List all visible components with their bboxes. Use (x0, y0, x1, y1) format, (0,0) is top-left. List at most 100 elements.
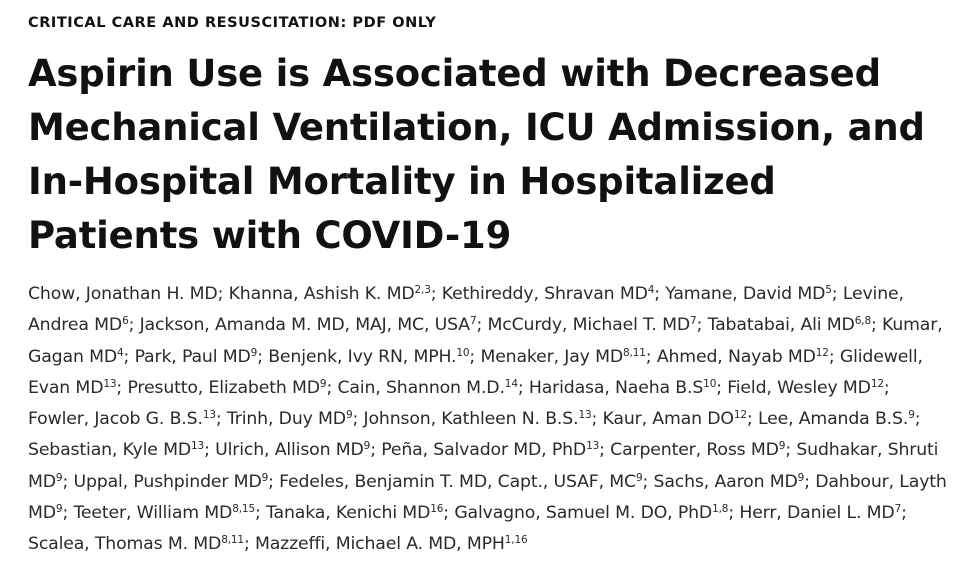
author-name: Mazzeffi, Michael A. MD, MPH1,16 (255, 534, 528, 554)
author-name-text: Khanna, Ashish K. MD (228, 284, 415, 304)
author-affiliation: 9 (250, 346, 258, 359)
author-affiliation: 9 (908, 409, 915, 422)
author-name: Trinh, Duy MD9 (227, 409, 353, 429)
author-name: Sachs, Aaron MD9 (654, 472, 805, 492)
author-name: Benjenk, Ivy RN, MPH.10 (268, 347, 469, 367)
author-affiliation: 10 (456, 346, 470, 359)
author-affiliation: 10 (703, 377, 717, 390)
author-name-text: Benjenk, Ivy RN, MPH. (268, 346, 457, 367)
article-title: Aspirin Use is Associated with Decreased… (28, 52, 925, 257)
author-name-text: Fedeles, Benjamin T. MD, Capt., USAF, MC (279, 471, 636, 492)
author-affiliation: 9 (345, 409, 353, 422)
author-name-text: Yamane, David MD (665, 284, 826, 304)
author-name-text: Tabatabai, Ali MD (707, 315, 855, 336)
author-list: Chow, Jonathan H. MD; Khanna, Ashish K. … (28, 284, 947, 555)
article-header: CRITICAL CARE AND RESUSCITATION: PDF ONL… (28, 0, 953, 561)
author-name: Khanna, Ashish K. MD2,3 (229, 284, 431, 304)
author-affiliation: 4 (647, 284, 655, 296)
author-name-text: Scalea, Thomas M. MD (28, 534, 222, 555)
author-name-text: Park, Paul MD (134, 346, 251, 367)
author-affiliation: 7 (469, 315, 477, 328)
author-affiliation: 7 (690, 315, 697, 328)
author-name-text: McCurdy, Michael T. MD (487, 315, 691, 336)
author-affiliation: 12 (733, 409, 747, 422)
author-name: Park, Paul MD9 (135, 347, 258, 367)
author-name: Haridasa, Naeha B.S10 (528, 377, 717, 398)
author-name: McCurdy, Michael T. MD7 (488, 315, 697, 335)
author-name: Glidewell, Evan MD13 (28, 347, 923, 398)
author-name-text: Sudhakar, Shruti MD (28, 440, 939, 492)
author-name-text: Tanaka, Kenichi MD (266, 503, 431, 524)
author-name-text: Cain, Shannon M.D. (337, 377, 505, 398)
author-name: Tabatabai, Ali MD6,8 (707, 315, 872, 336)
author-affiliation: 8,11 (221, 534, 244, 547)
author-affiliation: 9 (363, 440, 371, 453)
author-affiliation: 14 (504, 377, 518, 390)
author-name-text: Sebastian, Kyle MD (28, 440, 192, 461)
author-affiliation: 12 (870, 377, 884, 390)
section-label: CRITICAL CARE AND RESUSCITATION: PDF ONL… (28, 15, 437, 31)
author-name-text: Jackson, Amanda M. MD, MAJ, MC, USA (139, 315, 471, 336)
author-name-text: Galvagno, Samuel M. DO, PhD (454, 503, 713, 524)
author-name-text: Dahbour, Layth MD (28, 471, 947, 524)
author-name: Uppal, Pushpinder MD9 (73, 472, 268, 492)
author-name-text: Sachs, Aaron MD (653, 471, 798, 492)
author-name: Kethireddy, Shravan MD4 (442, 284, 655, 304)
author-affiliation: 4 (117, 346, 124, 359)
author-name-text: Presutto, Elizabeth MD (127, 377, 320, 398)
author-name: Lee, Amanda B.S.9 (758, 409, 915, 429)
author-name-text: Kumar, Gagan MD (28, 315, 943, 367)
author-affiliation: 8,15 (232, 503, 255, 516)
author-affiliation: 1,16 (504, 534, 528, 547)
author-name: Galvagno, Samuel M. DO, PhD1,8 (454, 503, 728, 523)
author-name: Ahmed, Nayab MD12 (657, 347, 829, 367)
author-name-text: Levine, Andrea MD (28, 284, 904, 336)
author-name-text: Kaur, Aman DO (602, 409, 734, 430)
author-affiliation: 16 (430, 503, 444, 516)
author-name-text: Ulrich, Allison MD (215, 440, 364, 461)
author-name-text: Chow, Jonathan H. MD (28, 284, 218, 304)
author-name-text: Fowler, Jacob G. B.S. (28, 409, 203, 430)
author-affiliation: 9 (797, 471, 805, 484)
author-name: Levine, Andrea MD6 (28, 284, 904, 335)
author-name: Field, Wesley MD12 (727, 378, 884, 398)
author-name-text: Teeter, William MD (73, 503, 233, 524)
author-name: Ulrich, Allison MD9 (215, 440, 370, 460)
author-affiliation: 9 (55, 471, 63, 484)
author-name: Kumar, Gagan MD4 (28, 315, 943, 366)
author-affiliation: 12 (815, 346, 829, 359)
author-affiliation: 9 (261, 471, 269, 484)
author-name: Peña, Salvador MD, PhD13 (381, 440, 599, 460)
author-name: Jackson, Amanda M. MD, MAJ, MC, USA7 (140, 315, 477, 335)
author-affiliation: 13 (103, 377, 117, 390)
author-name-text: Herr, Daniel L. MD (739, 503, 895, 524)
author-name: Presutto, Elizabeth MD9 (127, 378, 326, 398)
author-affiliation: 9 (778, 440, 786, 453)
author-name-text: Mazzeffi, Michael A. MD, MPH (254, 534, 505, 555)
author-name-text: Field, Wesley MD (727, 377, 871, 398)
author-affiliation: 13 (578, 409, 592, 422)
author-name: Sudhakar, Shruti MD9 (28, 440, 938, 491)
author-name: Kaur, Aman DO12 (602, 409, 748, 430)
author-name: Dahbour, Layth MD9 (28, 472, 947, 523)
author-name-text: Lee, Amanda B.S. (757, 409, 909, 430)
author-name: Herr, Daniel L. MD7 (739, 503, 901, 523)
author-name: Sebastian, Kyle MD13 (28, 440, 204, 460)
author-affiliation: 9 (635, 471, 643, 484)
author-name: Teeter, William MD8,15 (73, 503, 255, 523)
author-name-text: Uppal, Pushpinder MD (73, 471, 262, 492)
author-name: Scalea, Thomas M. MD8,11 (28, 534, 244, 554)
author-name: Tanaka, Kenichi MD16 (266, 503, 443, 523)
author-name: Cain, Shannon M.D.14 (337, 377, 518, 398)
author-affiliation: 9 (55, 503, 63, 516)
author-name: Chow, Jonathan H. MD (28, 284, 218, 304)
author-affiliation: 1,8 (712, 503, 729, 516)
author-name: Yamane, David MD5 (665, 284, 832, 304)
author-affiliation: 6 (122, 315, 129, 328)
author-affiliation: 13 (586, 440, 600, 453)
author-affiliation: 7 (894, 503, 902, 516)
author-name-text: Peña, Salvador MD, PhD (381, 440, 587, 461)
author-affiliation: 13 (202, 409, 216, 422)
author-name-text: Haridasa, Naeha B.S (528, 377, 704, 398)
author-name: Menaker, Jay MD8,11 (480, 347, 646, 367)
